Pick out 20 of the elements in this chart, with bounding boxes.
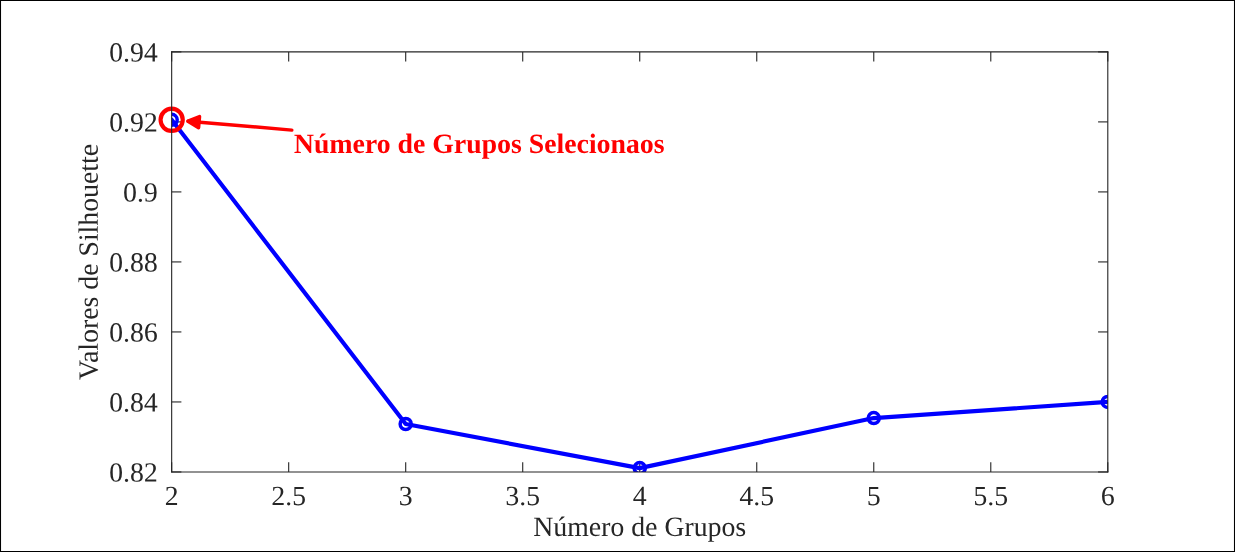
- y-tick-label: 0.92: [110, 113, 157, 132]
- x-tick-label: 5: [868, 486, 880, 506]
- x-tick-label: 5.5: [975, 486, 1008, 506]
- point: [398, 416, 413, 432]
- y-tick-label: 0.86: [110, 323, 157, 342]
- y-tick-label: 0.84: [110, 393, 158, 412]
- x-tick-label: 6: [1102, 486, 1114, 506]
- y-tick-label: 0.88: [110, 253, 157, 272]
- x-axis-title: Número de Grupos: [534, 516, 746, 542]
- annotation: Número de Grupos Selecionaos: [294, 133, 664, 159]
- x-tick-label: 3.5: [506, 486, 539, 506]
- y-axis-title: Valores de Silhouette: [78, 144, 99, 380]
- x-tick-label: 2.5: [272, 486, 305, 506]
- y-tick-label: 0.9: [124, 183, 157, 202]
- x-tick-label: 4.5: [739, 486, 774, 506]
- x-tick-label: 2: [165, 486, 178, 506]
- x-tick-label: 3: [400, 486, 412, 506]
- y-tick-label: 0.82: [110, 463, 157, 482]
- y-tick-label: 0.94: [110, 43, 158, 62]
- x-tick-label: 4: [633, 486, 647, 506]
